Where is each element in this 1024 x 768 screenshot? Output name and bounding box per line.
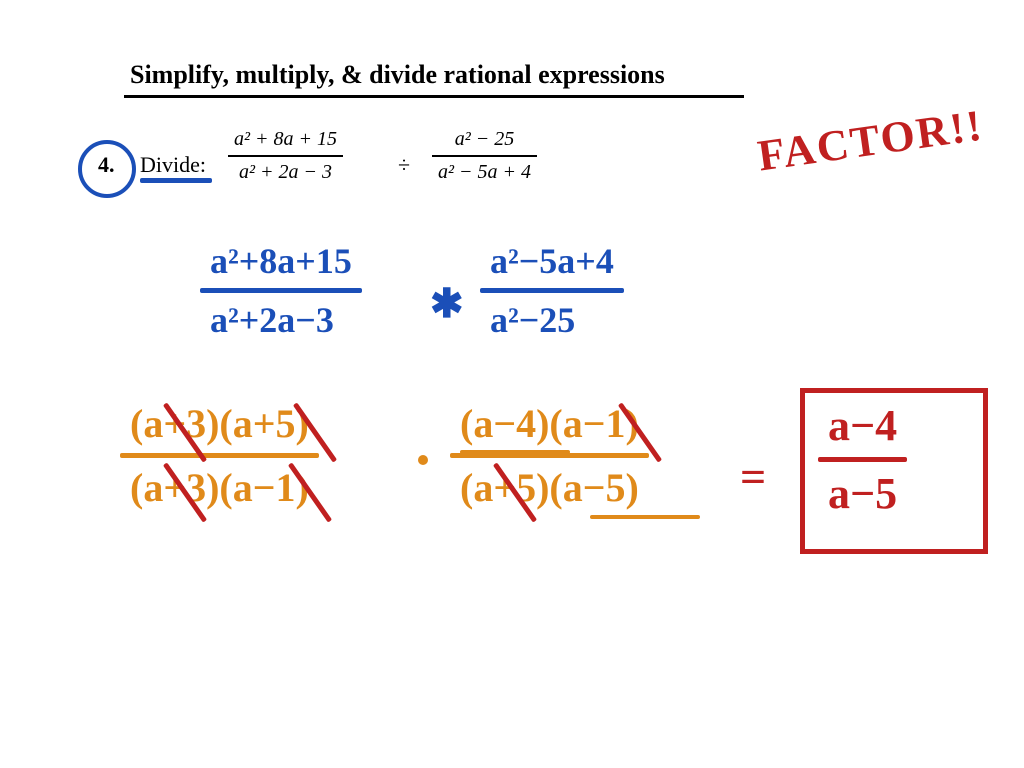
- emphasis-underline: [590, 515, 700, 519]
- step1-multiply-symbol: ✱: [430, 280, 464, 327]
- fraction-denominator: (a+3)(a−1): [120, 464, 319, 511]
- step1-fraction-2: a²−5a+4 a²−25: [480, 240, 624, 341]
- page-title: Simplify, multiply, & divide rational ex…: [130, 60, 665, 90]
- fraction-numerator: a² + 8a + 15: [228, 128, 343, 151]
- fraction-bar: [228, 155, 343, 157]
- fraction-denominator: (a+5)(a−5): [450, 464, 649, 511]
- problem-number: 4.: [98, 152, 115, 178]
- title-underline: [124, 95, 744, 98]
- fraction-denominator: a² + 2a − 3: [228, 161, 343, 184]
- fraction-bar: [200, 288, 362, 293]
- division-symbol: ÷: [398, 152, 410, 178]
- fraction-bar: [818, 457, 907, 462]
- problem-fraction-2: a² − 25 a² − 5a + 4: [432, 128, 537, 184]
- fraction-denominator: a−5: [818, 468, 907, 519]
- fraction-bar: [432, 155, 537, 157]
- fraction-bar: [480, 288, 624, 293]
- emphasis-underline: [460, 450, 570, 454]
- answer-fraction: a−4 a−5: [818, 400, 907, 519]
- problem-label: Divide:: [140, 152, 206, 178]
- fraction-numerator: a²+8a+15: [200, 240, 362, 282]
- fraction-numerator: a−4: [818, 400, 907, 451]
- step2-fraction-1: (a+3)(a+5) (a+3)(a−1): [120, 400, 319, 511]
- problem-fraction-1: a² + 8a + 15 a² + 2a − 3: [228, 128, 343, 184]
- step2-multiply-dot: [418, 455, 428, 465]
- fraction-denominator: a²−25: [480, 299, 624, 341]
- fraction-bar: [120, 453, 319, 458]
- fraction-denominator: a²+2a−3: [200, 299, 362, 341]
- factor-callout: FACTOR!!: [755, 99, 987, 181]
- problem-label-underline: [140, 178, 212, 183]
- fraction-numerator: a² − 25: [432, 128, 537, 151]
- fraction-denominator: a² − 5a + 4: [432, 161, 537, 184]
- fraction-numerator: (a+3)(a+5): [120, 400, 319, 447]
- step1-fraction-1: a²+8a+15 a²+2a−3: [200, 240, 362, 341]
- equals-sign: =: [740, 450, 766, 503]
- step2-fraction-2: (a−4)(a−1) (a+5)(a−5): [450, 400, 649, 511]
- fraction-numerator: a²−5a+4: [480, 240, 624, 282]
